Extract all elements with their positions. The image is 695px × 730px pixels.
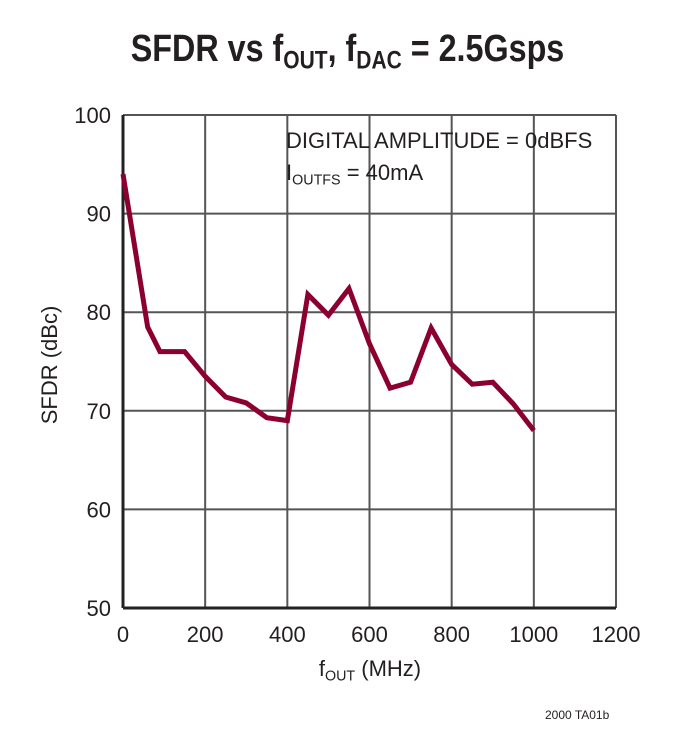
y-tick-label: 80 xyxy=(87,300,111,325)
annotation-amplitude: DIGITAL AMPLITUDE = 0dBFS xyxy=(286,128,593,153)
x-tick-label: 0 xyxy=(117,622,129,647)
figure-code: 2000 TA01b xyxy=(545,708,610,722)
x-tick-label: 400 xyxy=(269,622,306,647)
y-axis-label: SFDR (dBc) xyxy=(37,305,62,425)
x-axis-label: fOUT (MHz) xyxy=(318,656,422,685)
y-tick-label: 60 xyxy=(87,497,111,522)
x-tick-label: 200 xyxy=(187,622,224,647)
chart-title: SFDR vs fOUT, fDAC = 2.5Gsps xyxy=(130,28,565,75)
annotation-current: IOUTFS = 40mA xyxy=(286,160,424,189)
x-tick-label: 800 xyxy=(433,622,470,647)
y-tick-label: 50 xyxy=(87,596,111,621)
x-tick-label: 600 xyxy=(351,622,388,647)
y-tick-label: 100 xyxy=(74,103,111,128)
y-tick-label: 70 xyxy=(87,399,111,424)
x-tick-label: 1000 xyxy=(509,622,558,647)
y-tick-label: 90 xyxy=(87,202,111,227)
x-tick-label: 1200 xyxy=(592,622,641,647)
